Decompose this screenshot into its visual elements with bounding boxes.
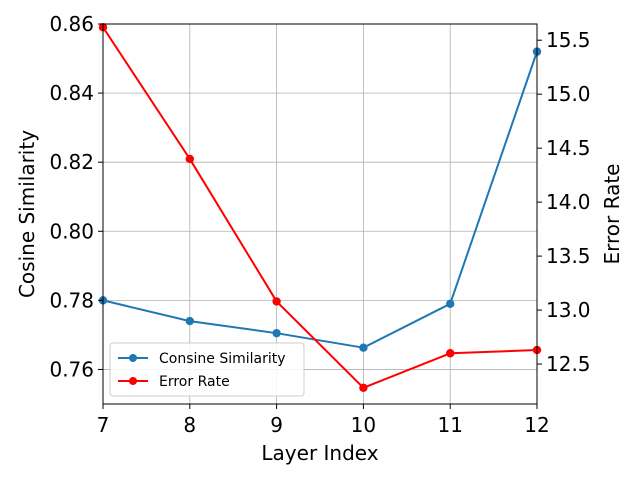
- y-right-tick-label: 13.0: [546, 298, 591, 322]
- x-tick-label: 12: [524, 413, 549, 437]
- y-left-tick-label: 0.86: [49, 12, 94, 36]
- plot-frame: [102, 23, 538, 405]
- y-axis-right-title: Error Rate: [600, 164, 624, 265]
- legend-swatch-cosine-marker: [129, 354, 137, 362]
- data-point-error-rate: [446, 349, 455, 358]
- legend: Consine Similarity Error Rate: [109, 342, 305, 397]
- y-left-tick-label: 0.76: [49, 357, 94, 381]
- x-tick-label: 7: [97, 413, 110, 437]
- data-point-error-rate: [359, 383, 368, 393]
- data-point-cosine-similarity: [446, 299, 455, 309]
- x-tick-label: 8: [183, 413, 196, 437]
- x-tick-label: 10: [351, 413, 376, 437]
- y-right-tick-label: 15.5: [546, 28, 591, 52]
- data-point-cosine-similarity: [185, 316, 194, 326]
- legend-label-cosine: Consine Similarity: [159, 351, 286, 367]
- x-axis-title: Layer Index: [261, 441, 378, 465]
- y-right-tick-label: 15.0: [546, 82, 591, 106]
- x-tick-label: 11: [437, 413, 462, 437]
- ticks-layer: 7 8 9 10 11 12 0.76 0.78 0.80 0.82 0.84 0.86 12.5 13.…: [49, 12, 590, 437]
- y-right-tick-label: 14.0: [546, 190, 591, 214]
- y-right-tick-label: 14.5: [546, 136, 591, 160]
- y-right-tick-label: 13.5: [546, 244, 591, 268]
- legend-swatch-error-marker: [129, 377, 137, 385]
- y-left-tick-label: 0.82: [49, 150, 94, 174]
- data-point-cosine-similarity: [359, 343, 368, 352]
- series-line-error-rate: [102, 26, 538, 389]
- y-right-tick-label: 12.5: [546, 352, 591, 376]
- data-point-error-rate: [185, 154, 194, 164]
- y-left-tick-label: 0.84: [49, 81, 94, 105]
- data-point-cosine-similarity: [272, 328, 281, 338]
- y-left-tick-label: 0.78: [49, 288, 94, 312]
- x-tick-label: 9: [270, 413, 283, 437]
- y-left-tick-label: 0.80: [49, 219, 94, 243]
- data-point-error-rate: [272, 297, 281, 306]
- series-layer: [98, 23, 542, 393]
- y-axis-left-title: Cosine Similarity: [15, 130, 39, 298]
- legend-label-error: Error Rate: [159, 374, 230, 390]
- series-line-cosine-similarity: [102, 51, 538, 349]
- legend-box: [109, 342, 305, 397]
